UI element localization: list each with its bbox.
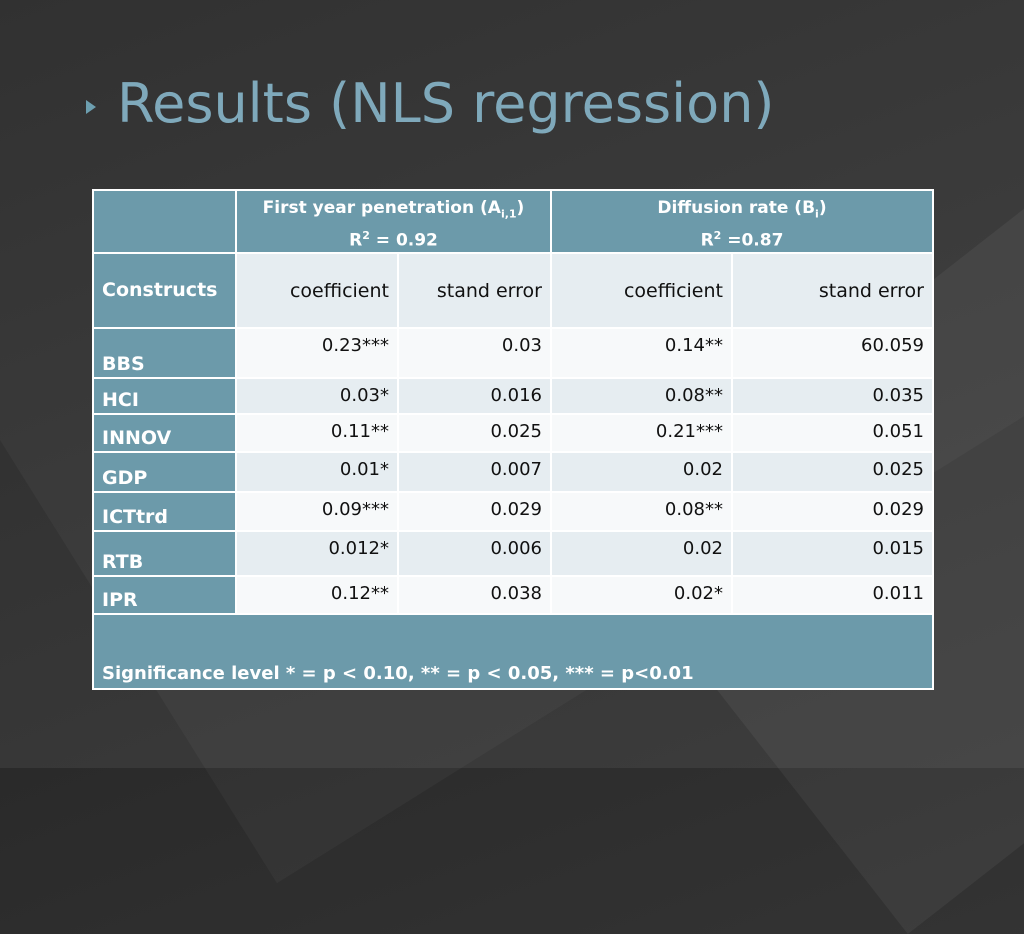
cell-a-se: 0.016 xyxy=(397,377,552,416)
cell-a-coef: 0.09*** xyxy=(235,491,399,533)
cell-a-se: 0.025 xyxy=(397,413,552,454)
cell-b-se: 0.015 xyxy=(731,530,934,578)
cell-a-se: 0.029 xyxy=(397,491,552,533)
cell-a-coef: 0.01* xyxy=(235,451,399,494)
cell-b-coef: 0.02 xyxy=(550,530,733,578)
table-row: ICTtrd 0.09*** 0.029 0.08** 0.029 xyxy=(92,491,934,533)
table-row: HCI 0.03* 0.016 0.08** 0.035 xyxy=(92,377,934,416)
row-label: HCI xyxy=(92,377,237,416)
header-first-year-penetration: First year penetration (Ai,1) R2 = 0.92 xyxy=(235,188,552,255)
cell-b-coef: 0.02 xyxy=(550,451,733,494)
row-label: RTB xyxy=(92,530,237,578)
row-label: ICTtrd xyxy=(92,491,237,533)
significance-footnote: Significance level * = p < 0.10, ** = p … xyxy=(92,613,934,691)
cell-a-coef: 0.012* xyxy=(235,530,399,578)
table-row: RTB 0.012* 0.006 0.02 0.015 xyxy=(92,530,934,578)
table-row: IPR 0.12** 0.038 0.02* 0.011 xyxy=(92,575,934,616)
cell-a-se: 0.03 xyxy=(397,327,552,380)
subheader-coefficient-a: coefficient xyxy=(235,252,399,330)
header-empty-cell xyxy=(92,188,237,255)
row-label: INNOV xyxy=(92,413,237,454)
table-row: GDP 0.01* 0.007 0.02 0.025 xyxy=(92,451,934,494)
subheader-stand-error-b: stand error xyxy=(731,252,934,330)
cell-b-coef: 0.21*** xyxy=(550,413,733,454)
row-label: IPR xyxy=(92,575,237,616)
cell-a-se: 0.006 xyxy=(397,530,552,578)
table-header-row: First year penetration (Ai,1) R2 = 0.92 … xyxy=(92,188,934,255)
table-row: INNOV 0.11** 0.025 0.21*** 0.051 xyxy=(92,413,934,454)
cell-b-se: 0.029 xyxy=(731,491,934,533)
results-table: First year penetration (Ai,1) R2 = 0.92 … xyxy=(92,188,934,691)
table-row: BBS 0.23*** 0.03 0.14** 60.059 xyxy=(92,327,934,380)
table-subheader-row: Constructs coefficient stand error coeff… xyxy=(92,252,934,330)
subheader-coefficient-b: coefficient xyxy=(550,252,733,330)
cell-b-se: 0.035 xyxy=(731,377,934,416)
constructs-label: Constructs xyxy=(92,252,237,330)
cell-a-se: 0.038 xyxy=(397,575,552,616)
title-bullet-icon xyxy=(86,100,96,114)
cell-b-se: 0.051 xyxy=(731,413,934,454)
cell-b-se: 0.025 xyxy=(731,451,934,494)
cell-a-coef: 0.03* xyxy=(235,377,399,416)
cell-b-se: 60.059 xyxy=(731,327,934,380)
cell-a-coef: 0.23*** xyxy=(235,327,399,380)
slide-title: Results (NLS regression) xyxy=(117,72,775,135)
header-diffusion-rate: Diffusion rate (Bi) R2 =0.87 xyxy=(550,188,934,255)
cell-b-se: 0.011 xyxy=(731,575,934,616)
cell-b-coef: 0.08** xyxy=(550,377,733,416)
cell-a-coef: 0.11** xyxy=(235,413,399,454)
cell-a-coef: 0.12** xyxy=(235,575,399,616)
cell-b-coef: 0.08** xyxy=(550,491,733,533)
row-label: BBS xyxy=(92,327,237,380)
row-label: GDP xyxy=(92,451,237,494)
cell-b-coef: 0.14** xyxy=(550,327,733,380)
cell-a-se: 0.007 xyxy=(397,451,552,494)
table-footnote-row: Significance level * = p < 0.10, ** = p … xyxy=(92,613,934,691)
cell-b-coef: 0.02* xyxy=(550,575,733,616)
subheader-stand-error-a: stand error xyxy=(397,252,552,330)
